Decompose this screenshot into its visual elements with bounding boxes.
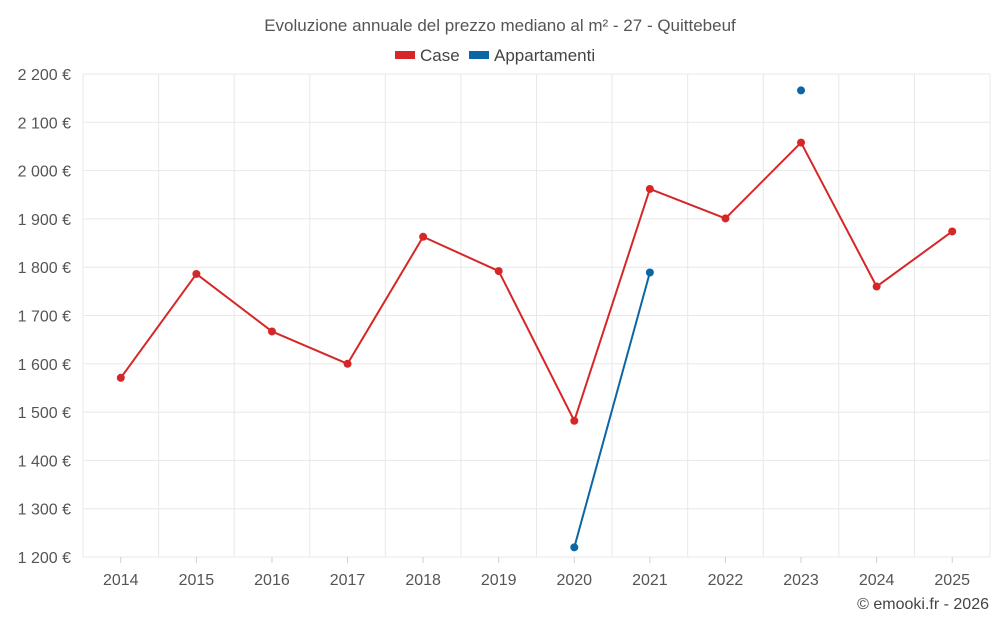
legend: Case Appartamenti <box>395 46 595 65</box>
x-tick-label: 2023 <box>783 572 819 589</box>
data-point[interactable] <box>419 232 428 241</box>
legend-item-case[interactable]: Case <box>395 46 460 65</box>
data-point[interactable] <box>872 282 881 291</box>
series-case <box>116 138 957 425</box>
x-tick-label: 2014 <box>103 572 139 589</box>
data-point[interactable] <box>267 327 276 336</box>
y-tick-label: 1 500 € <box>18 405 71 422</box>
y-tick-label: 2 000 € <box>18 164 71 181</box>
x-tick-label: 2025 <box>934 572 970 589</box>
y-tick-label: 1 800 € <box>18 260 71 277</box>
data-point[interactable] <box>797 86 806 95</box>
data-point[interactable] <box>343 359 352 368</box>
series-line <box>119 141 953 422</box>
x-axis: 2014 2015 2016 2017 2018 2019 2020 2021 2022 2023… <box>103 557 970 589</box>
y-tick-label: 1 400 € <box>18 453 71 470</box>
x-tick-label: 2024 <box>859 572 895 589</box>
grid <box>82 73 991 558</box>
data-point[interactable] <box>116 373 125 382</box>
x-tick-label: 2016 <box>254 572 290 589</box>
x-tick-label: 2017 <box>330 572 366 589</box>
data-point[interactable] <box>494 267 503 276</box>
series-appartamenti <box>570 86 806 552</box>
data-point[interactable] <box>797 138 806 147</box>
y-tick-label: 2 100 € <box>18 115 71 132</box>
data-point[interactable] <box>948 227 957 236</box>
x-tick-label: 2019 <box>481 572 517 589</box>
y-tick-label: 1 700 € <box>18 309 71 326</box>
data-point[interactable] <box>570 416 579 425</box>
x-tick-label: 2020 <box>556 572 592 589</box>
x-tick-label: 2021 <box>632 572 668 589</box>
legend-label-appartamenti: Appartamenti <box>494 46 595 65</box>
x-tick-label: 2015 <box>179 572 215 589</box>
y-tick-label: 1 600 € <box>18 357 71 374</box>
y-tick-label: 1 300 € <box>18 502 71 519</box>
data-point[interactable] <box>192 269 201 278</box>
legend-swatch-appartamenti <box>469 51 489 59</box>
x-tick-label: 2018 <box>405 572 441 589</box>
data-point[interactable] <box>570 543 579 552</box>
data-point[interactable] <box>645 268 654 277</box>
series-line <box>573 272 651 548</box>
y-axis: 1 200 € 1 300 € 1 400 € 1 500 € 1 600 € 1 700… <box>18 67 71 567</box>
y-tick-label: 1 200 € <box>18 550 71 567</box>
legend-item-appartamenti[interactable]: Appartamenti <box>469 46 595 65</box>
data-point[interactable] <box>721 214 730 223</box>
legend-swatch-case <box>395 51 415 59</box>
series <box>116 86 957 552</box>
y-tick-label: 2 200 € <box>18 67 71 84</box>
y-tick-label: 1 900 € <box>18 212 71 229</box>
chart-title: Evoluzione annuale del prezzo mediano al… <box>264 16 736 35</box>
data-point[interactable] <box>645 184 654 193</box>
credit-text: © emooki.fr - 2026 <box>857 596 989 613</box>
legend-label-case: Case <box>420 46 460 65</box>
x-tick-label: 2022 <box>708 572 744 589</box>
